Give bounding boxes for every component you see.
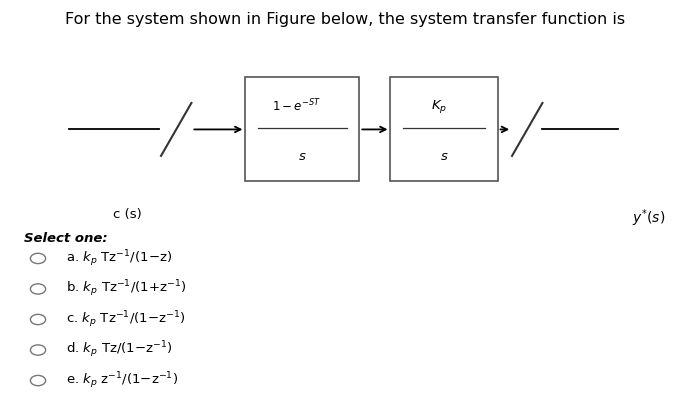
Bar (390, 77, 498, 181)
Ellipse shape (30, 314, 46, 325)
Ellipse shape (30, 345, 46, 355)
Bar (245, 77, 359, 181)
Text: $K_p$: $K_p$ (430, 98, 446, 115)
Text: $y^{*}(s)$: $y^{*}(s)$ (632, 208, 665, 229)
Text: c (s): c (s) (113, 208, 142, 221)
Text: d. $k_p\ \mathrm{Tz}/(1\mathrm{-z}^{-1})$: d. $k_p\ \mathrm{Tz}/(1\mathrm{-z}^{-1})… (66, 340, 172, 360)
Ellipse shape (30, 375, 46, 386)
Ellipse shape (30, 253, 46, 264)
Text: a. $k_p\ \mathrm{Tz}^{-1}/(1\mathrm{-z})$: a. $k_p\ \mathrm{Tz}^{-1}/(1\mathrm{-z})… (66, 248, 172, 269)
Text: e. $k_p\ \mathrm{z}^{-1}/(1\mathrm{-z}^{-1})$: e. $k_p\ \mathrm{z}^{-1}/(1\mathrm{-z}^{… (66, 370, 178, 391)
Text: $s$: $s$ (439, 150, 448, 163)
Text: For the system shown in Figure below, the system transfer function is: For the system shown in Figure below, th… (66, 12, 625, 27)
Text: $s$: $s$ (298, 150, 307, 163)
Text: $1-e^{-ST}$: $1-e^{-ST}$ (272, 98, 321, 115)
Text: Select one:: Select one: (24, 232, 108, 245)
Ellipse shape (30, 284, 46, 294)
Text: c. $k_p\ \mathrm{Tz}^{-1}/(1\mathrm{-z}^{-1})$: c. $k_p\ \mathrm{Tz}^{-1}/(1\mathrm{-z}^… (66, 309, 185, 330)
Text: b. $k_p\ \mathrm{Tz}^{-1}/(1\mathrm{+z}^{-1})$: b. $k_p\ \mathrm{Tz}^{-1}/(1\mathrm{+z}^… (66, 279, 186, 299)
